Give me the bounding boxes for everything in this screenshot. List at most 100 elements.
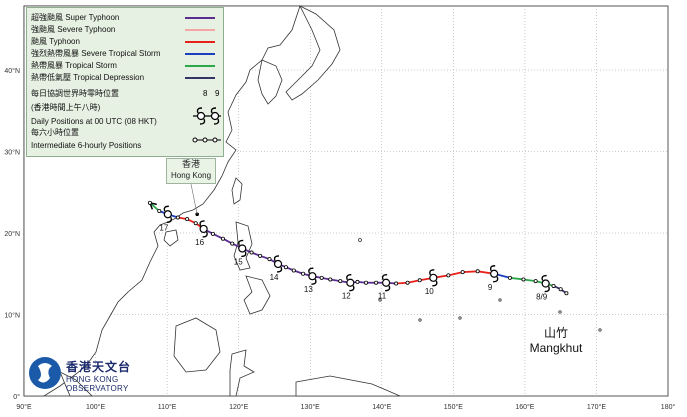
- latitude-labels: 40°N 30°N 20°N 10°N 0°: [4, 67, 20, 401]
- longitude-labels: 90°E 100°E 110°E 120°E 130°E 140°E 150°E 160°E 1…: [16, 403, 675, 411]
- six-hourly-position: [328, 277, 333, 282]
- daily-position-typhoon-icon: [238, 239, 247, 258]
- six-hourly-position: [460, 270, 465, 275]
- sulawesi: [229, 349, 255, 397]
- hko-logo-en: HONG KONG OBSERVATORY: [66, 375, 129, 393]
- daily-position-typhoon-icon: [541, 274, 550, 293]
- day-label: 16: [195, 238, 204, 247]
- day-label: 9: [488, 283, 493, 292]
- lat-label: 10°N: [4, 312, 20, 320]
- island: [378, 298, 382, 302]
- six-hourly-position: [220, 236, 225, 241]
- six-hourly-position: [475, 269, 480, 274]
- lon-label: 170°E: [587, 403, 606, 411]
- six-hourly-position: [301, 271, 306, 276]
- legend-typhoon: 颱風 Typhoon: [31, 37, 80, 46]
- storm-name: 山竹 Mangkhut: [528, 324, 584, 355]
- sumatra: [59, 371, 93, 397]
- typhoon-symbol-icon: [210, 107, 220, 125]
- legend-symbols: 8 9: [192, 89, 221, 143]
- legend-swatch-super-typhoon: [185, 17, 215, 19]
- six-hourly-position: [193, 221, 198, 226]
- daily-position-typhoon-icon: [163, 205, 173, 223]
- six-hourly-position: [551, 283, 556, 288]
- track-segment: [523, 278, 536, 282]
- six-hourly-position: [394, 281, 399, 286]
- legend-swatch-severe-tropical-storm: [185, 53, 215, 55]
- lon-label: 120°E: [229, 403, 248, 411]
- island: [598, 328, 602, 332]
- japan: [285, 5, 341, 101]
- lon-label: 90°E: [16, 403, 32, 411]
- six-hourly-position: [405, 280, 410, 285]
- legend-swatch-tropical-storm: [185, 65, 215, 67]
- six-hourly-position: [338, 279, 343, 284]
- six-hourly-position: [249, 250, 254, 255]
- daily-position-typhoon-icon: [199, 220, 208, 238]
- legend-six-hourly-en: Intermediate 6-hourly Positions: [31, 141, 142, 150]
- hong-kong-en: Hong Kong: [170, 171, 212, 180]
- legend-super-typhoon: 超強颱風 Super Typhoon: [31, 13, 120, 22]
- six-hourly-position: [210, 231, 215, 236]
- hko-logo-cn: 香港天文台: [66, 360, 132, 374]
- six-hourly-position: [175, 215, 180, 220]
- six-hourly-dot-icon: [202, 137, 208, 143]
- six-hourly-position: [364, 280, 369, 285]
- storm-track: 8/9 9 10 11 12 13 14 15 16 17: [147, 183, 569, 302]
- legend-sample-day-a: 8: [203, 89, 208, 98]
- six-hourly-position: [157, 208, 162, 213]
- daily-position-typhoon-icon: [489, 265, 499, 283]
- day-label: 11: [378, 292, 387, 301]
- legend-daily-cn2: (香港時間上午八時): [31, 103, 101, 112]
- hko-logo: 香港天文台 HONG KONG OBSERVATORY: [28, 356, 178, 393]
- six-hourly-dot-icon: [192, 137, 198, 143]
- six-hourly-position: [147, 200, 152, 205]
- legend-swatch-tropical-depression: [185, 77, 215, 79]
- lon-label: 140°E: [372, 403, 391, 411]
- day-label: 10: [425, 287, 434, 296]
- legend-swatch-typhoon: [185, 41, 215, 43]
- six-hourly-position: [374, 280, 379, 285]
- lon-label: 130°E: [301, 403, 320, 411]
- hong-kong-cn: 香港: [181, 159, 200, 169]
- legend-severe-tropical-storm: 強烈熱帶風暴 Severe Tropical Storm: [31, 49, 161, 58]
- six-hourly-position: [417, 278, 422, 283]
- daily-position-typhoon-icon: [346, 274, 355, 292]
- storm-name-cn: 山竹: [543, 326, 568, 340]
- taiwan: [231, 177, 243, 205]
- legend-swatch-severe-typhoon: [185, 29, 215, 31]
- korea: [257, 59, 283, 105]
- legend-severe-typhoon: 強颱風 Severe Typhoon: [31, 25, 116, 34]
- legend-six-hourly-cn: 每六小時位置: [31, 128, 79, 137]
- legend: 超強颱風 Super Typhoon 強颱風 Severe Typhoon 颱風…: [26, 7, 224, 157]
- day-label: 13: [304, 285, 313, 294]
- daily-position-typhoon-icon: [308, 267, 317, 285]
- day-label: 12: [342, 292, 351, 301]
- hainan: [163, 229, 179, 247]
- legend-daily-cn: 每日協調世界時零時位置: [31, 89, 119, 98]
- philippines-south: [243, 275, 271, 315]
- island: [558, 310, 562, 314]
- day-label: 17: [159, 223, 168, 232]
- legend-daily-en: Daily Positions at 00 UTC (08 HKT): [31, 117, 157, 126]
- day-label: 14: [270, 273, 279, 282]
- lon-label: 180°: [661, 403, 676, 411]
- lat-label: 30°N: [4, 149, 20, 157]
- track-segment: [448, 271, 463, 277]
- track-segment: [462, 270, 478, 274]
- hong-kong-leader: [190, 183, 198, 215]
- six-hourly-position: [319, 275, 324, 280]
- lat-label: 40°N: [4, 67, 20, 75]
- storm-name-en: Mangkhut: [529, 341, 583, 355]
- lon-label: 100°E: [86, 403, 105, 411]
- six-hourly-position: [558, 287, 563, 292]
- island: [418, 318, 422, 322]
- lat-label: 0°: [13, 393, 20, 401]
- day-label: 15: [234, 257, 243, 266]
- six-hourly-position: [283, 265, 288, 270]
- hko-logo-icon: [29, 357, 61, 389]
- lon-label: 150°E: [444, 403, 463, 411]
- six-hourly-dot-icon: [212, 137, 218, 143]
- six-hourly-position: [258, 253, 263, 258]
- island: [358, 238, 362, 242]
